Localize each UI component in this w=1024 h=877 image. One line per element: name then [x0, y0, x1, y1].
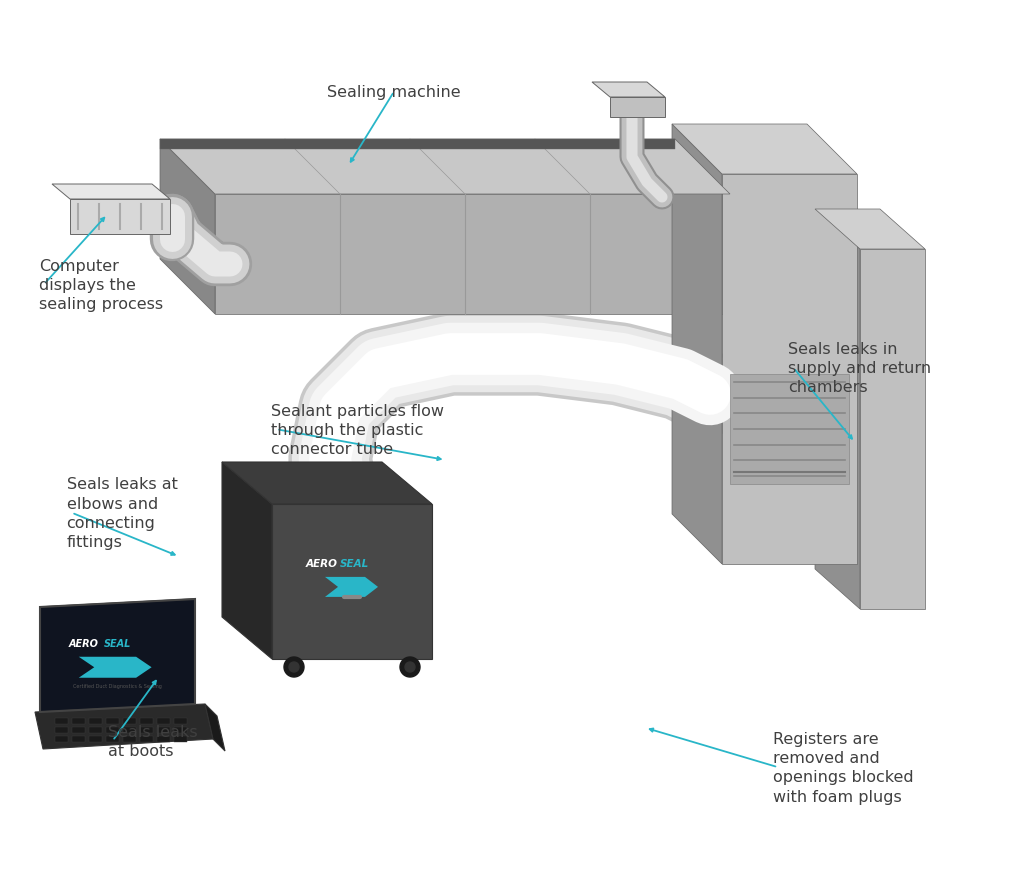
- Polygon shape: [205, 704, 225, 751]
- Polygon shape: [174, 727, 187, 733]
- Polygon shape: [222, 462, 432, 504]
- Text: Computer
displays the
sealing process: Computer displays the sealing process: [39, 259, 163, 311]
- Polygon shape: [40, 599, 195, 712]
- Polygon shape: [157, 718, 170, 724]
- Text: AERO: AERO: [69, 638, 99, 648]
- Polygon shape: [815, 210, 860, 610]
- Text: Registers are
removed and
openings blocked
with foam plugs: Registers are removed and openings block…: [773, 731, 913, 803]
- Circle shape: [400, 657, 420, 677]
- Polygon shape: [70, 200, 170, 235]
- Text: Seals leaks at
elbows and
connecting
fittings: Seals leaks at elbows and connecting fit…: [67, 477, 177, 549]
- Polygon shape: [106, 727, 119, 733]
- Polygon shape: [730, 374, 849, 484]
- Text: Seals leaks
at boots: Seals leaks at boots: [108, 724, 198, 758]
- Circle shape: [284, 657, 304, 677]
- Polygon shape: [592, 83, 665, 98]
- Text: Sealant particles flow
through the plastic
connector tube: Sealant particles flow through the plast…: [271, 403, 444, 456]
- Polygon shape: [55, 736, 68, 742]
- Polygon shape: [160, 139, 215, 315]
- Polygon shape: [79, 657, 152, 678]
- Polygon shape: [89, 727, 102, 733]
- Circle shape: [289, 662, 299, 673]
- Polygon shape: [860, 250, 925, 610]
- Polygon shape: [272, 504, 432, 660]
- Polygon shape: [72, 718, 85, 724]
- Polygon shape: [174, 736, 187, 742]
- Polygon shape: [722, 175, 857, 565]
- Polygon shape: [815, 210, 925, 250]
- Polygon shape: [325, 577, 378, 597]
- Text: Seals leaks in
supply and return
chambers: Seals leaks in supply and return chamber…: [788, 342, 932, 395]
- Circle shape: [406, 662, 415, 673]
- Polygon shape: [610, 98, 665, 118]
- Polygon shape: [123, 727, 136, 733]
- Polygon shape: [89, 718, 102, 724]
- Polygon shape: [106, 736, 119, 742]
- Polygon shape: [72, 727, 85, 733]
- Text: Certified Duct Diagnostics & Sealing: Certified Duct Diagnostics & Sealing: [73, 683, 162, 688]
- Polygon shape: [55, 718, 68, 724]
- Polygon shape: [35, 704, 213, 749]
- Polygon shape: [215, 195, 730, 315]
- Text: SEAL: SEAL: [340, 559, 370, 568]
- Polygon shape: [52, 185, 170, 200]
- Polygon shape: [222, 462, 272, 660]
- Polygon shape: [160, 139, 675, 150]
- Polygon shape: [140, 736, 153, 742]
- Text: AERO: AERO: [306, 559, 338, 568]
- Polygon shape: [89, 736, 102, 742]
- Polygon shape: [72, 736, 85, 742]
- Polygon shape: [123, 718, 136, 724]
- Polygon shape: [672, 125, 857, 175]
- Polygon shape: [140, 727, 153, 733]
- Polygon shape: [174, 718, 187, 724]
- Polygon shape: [140, 718, 153, 724]
- Polygon shape: [672, 125, 722, 565]
- Polygon shape: [157, 727, 170, 733]
- Polygon shape: [55, 727, 68, 733]
- Polygon shape: [106, 718, 119, 724]
- Polygon shape: [160, 139, 730, 195]
- Polygon shape: [123, 736, 136, 742]
- Text: SEAL: SEAL: [103, 638, 131, 648]
- Text: Sealing machine: Sealing machine: [328, 84, 461, 100]
- Polygon shape: [157, 736, 170, 742]
